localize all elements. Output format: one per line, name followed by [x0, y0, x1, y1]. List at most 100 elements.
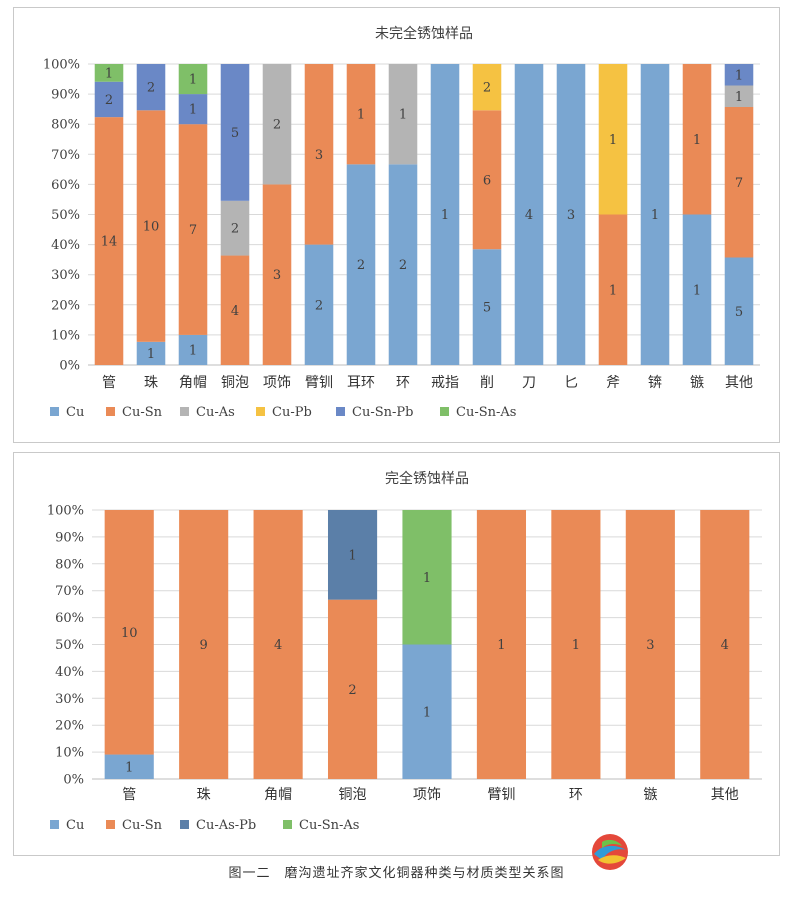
complete-category-label: 铜泡	[339, 787, 367, 803]
incomplete-data-label: 7	[735, 176, 743, 191]
incomplete-data-label: 2	[105, 93, 113, 108]
incomplete-data-label: 2	[273, 118, 281, 133]
incomplete-data-label: 1	[189, 103, 197, 118]
incomplete-data-label: 5	[735, 305, 743, 320]
incomplete-category-label: 削	[480, 375, 494, 391]
complete-bar-segment	[253, 510, 303, 779]
incomplete-y-tick-label: 30%	[51, 268, 80, 283]
complete-category-label: 项饰	[413, 787, 441, 803]
complete-bar-segment	[104, 754, 154, 779]
incomplete-category-label: 刀	[522, 375, 536, 391]
incomplete-bar-segment	[178, 64, 208, 95]
incomplete-legend-label: Cu-Sn-Pb	[352, 405, 413, 420]
incomplete-data-label: 2	[399, 258, 407, 273]
incomplete-bar-segment	[136, 341, 166, 365]
complete-bar-segment	[104, 510, 154, 755]
complete-category-label: 珠	[197, 787, 211, 803]
complete-data-label: 1	[423, 705, 431, 720]
complete-y-tick-label: 100%	[47, 504, 84, 519]
complete-bar-segment	[179, 510, 229, 779]
complete-legend-swatch	[283, 820, 292, 829]
incomplete-data-label: 1	[693, 283, 701, 298]
complete-legend-swatch	[106, 820, 115, 829]
incomplete-data-label: 1	[609, 283, 617, 298]
incomplete-category-label: 臂钏	[305, 375, 333, 391]
watermark-logo-icon	[592, 834, 628, 870]
complete-data-label: 4	[721, 638, 729, 653]
incomplete-bar-segment	[640, 64, 670, 365]
incomplete-legend-swatch	[440, 407, 449, 416]
incomplete-bar-segment	[598, 214, 628, 365]
complete-bar-segment	[700, 510, 750, 779]
incomplete-bar-segment	[388, 164, 418, 365]
incomplete-data-label: 1	[105, 66, 113, 81]
incomplete-data-label: 1	[147, 347, 155, 362]
incomplete-category-label: 珠	[144, 375, 158, 391]
incomplete-y-tick-label: 0%	[59, 359, 80, 374]
complete-category-label: 管	[122, 787, 136, 803]
complete-data-label: 1	[348, 548, 356, 563]
incomplete-category-label: 匕	[564, 375, 578, 391]
complete-y-tick-label: 90%	[55, 530, 84, 545]
incomplete-data-label: 1	[609, 133, 617, 148]
incomplete-category-label: 环	[396, 375, 410, 391]
complete-legend-label: Cu-Sn-As	[299, 818, 359, 833]
incomplete-data-label: 10	[143, 220, 160, 235]
incomplete-legend-label: Cu-Sn	[122, 405, 163, 420]
incomplete-category-label: 耳环	[347, 375, 375, 391]
incomplete-bar-segment	[220, 64, 250, 201]
complete-data-label: 1	[572, 638, 580, 653]
incomplete-bar-segment	[724, 64, 754, 86]
incomplete-legend-label: Cu-As	[196, 405, 235, 420]
incomplete-bar-segment	[178, 334, 208, 365]
complete-legend-label: Cu-As-Pb	[196, 818, 256, 833]
incomplete-y-tick-label: 60%	[51, 178, 80, 193]
complete-y-tick-label: 50%	[55, 638, 84, 653]
incomplete-data-label: 4	[231, 304, 239, 319]
incomplete-data-label: 4	[525, 208, 533, 223]
complete-bar-segment	[476, 510, 527, 779]
complete-y-tick-label: 10%	[55, 746, 84, 761]
incomplete-data-label: 1	[735, 90, 743, 105]
incomplete-bar-segment	[514, 64, 544, 365]
complete-data-label: 2	[348, 683, 356, 698]
complete-category-label: 环	[569, 787, 583, 803]
incomplete-bar-segment	[430, 64, 460, 365]
incomplete-bar-segment	[682, 64, 712, 215]
incomplete-category-label: 斧	[606, 375, 620, 391]
incomplete-bar-segment	[598, 64, 628, 215]
incomplete-legend-swatch	[180, 407, 189, 416]
incomplete-legend-swatch	[50, 407, 59, 416]
incomplete-category-label: 锛	[648, 375, 662, 391]
complete-bar-segment	[402, 644, 452, 779]
complete-chart-title: 完全锈蚀样品	[385, 470, 469, 487]
incomplete-bar-segment	[472, 110, 502, 250]
complete-y-tick-label: 40%	[55, 665, 84, 680]
incomplete-data-label: 2	[483, 81, 491, 96]
incomplete-data-label: 3	[567, 208, 575, 223]
incomplete-legend-swatch	[256, 407, 265, 416]
complete-bar-segment	[327, 510, 378, 600]
incomplete-legend-label: Cu-Sn-As	[456, 405, 516, 420]
incomplete-bar-segment	[724, 257, 754, 365]
incomplete-bar-segment	[472, 64, 502, 111]
complete-y-tick-label: 20%	[55, 719, 84, 734]
incomplete-bar-segment	[346, 64, 376, 165]
complete-category-label: 角帽	[264, 787, 292, 803]
incomplete-data-label: 1	[441, 208, 449, 223]
incomplete-data-label: 2	[315, 298, 323, 313]
incomplete-y-tick-label: 70%	[51, 148, 80, 163]
incomplete-bar-segment	[682, 214, 712, 365]
complete-data-label: 4	[274, 638, 282, 653]
incomplete-category-label: 铜泡	[221, 375, 249, 391]
incomplete-data-label: 2	[147, 81, 155, 96]
incomplete-bar-segment	[304, 244, 334, 365]
incomplete-category-label: 戒指	[431, 375, 459, 391]
incomplete-data-label: 3	[273, 268, 281, 283]
complete-bar-segment	[625, 510, 675, 779]
complete-data-label: 9	[200, 638, 208, 653]
incomplete-y-tick-label: 20%	[51, 298, 80, 313]
complete-data-label: 10	[121, 626, 138, 641]
incomplete-chart-title: 未完全锈蚀样品	[375, 25, 473, 42]
complete-legend-label: Cu-Sn	[122, 818, 163, 833]
